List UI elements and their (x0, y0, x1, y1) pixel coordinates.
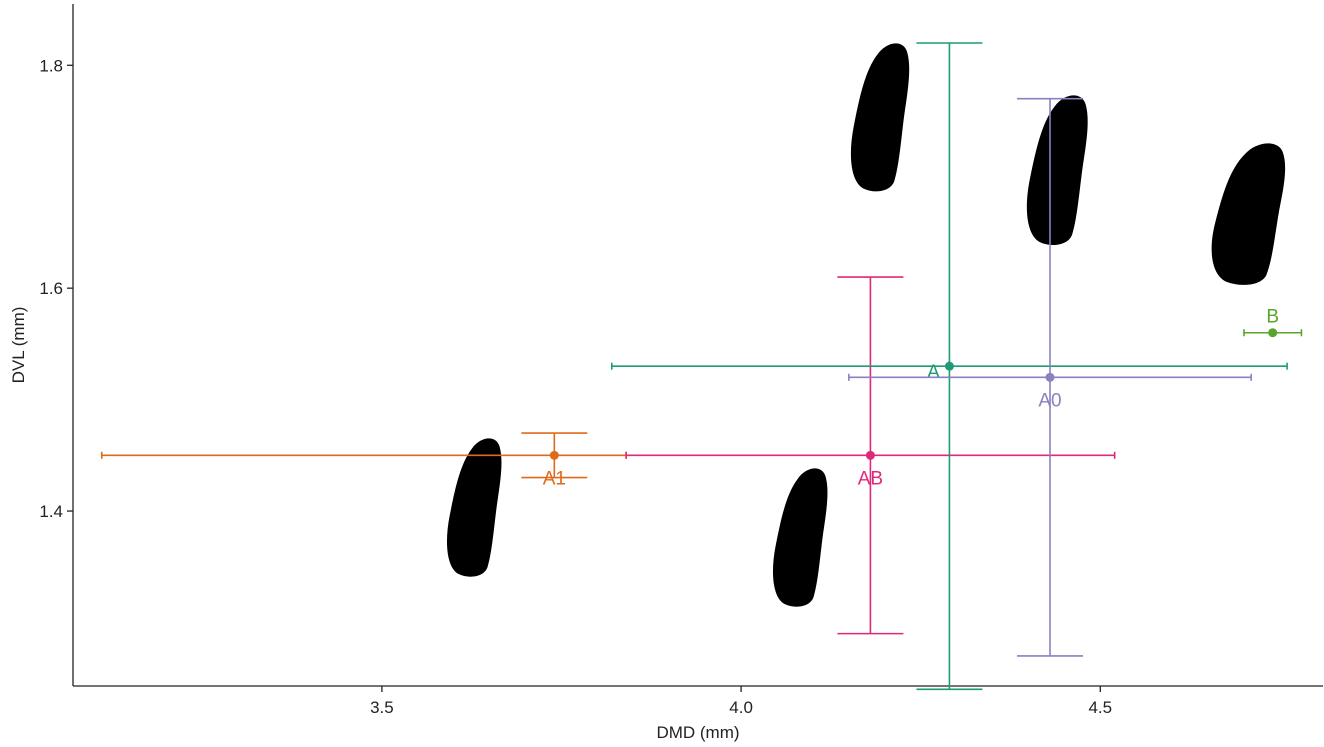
x-tick-label: 3.5 (370, 698, 394, 717)
series-a1: A1 (100, 432, 627, 489)
x-axis-ticks: 3.5 4.0 4.5 (370, 686, 1112, 717)
series-a: A (610, 42, 1288, 691)
data-point (1268, 328, 1278, 338)
point-label: A1 (543, 468, 566, 489)
data-point (1045, 372, 1055, 382)
data-point (865, 450, 875, 460)
x-tick-label: 4.0 (729, 698, 753, 717)
series-b: B (1243, 307, 1303, 338)
tooth-outline-icon (1026, 95, 1088, 245)
data-point (549, 450, 559, 460)
y-tick-label: 1.6 (39, 279, 63, 298)
data-point (944, 361, 954, 371)
data-series: A1 AB A A0 B (100, 42, 1303, 691)
tooth-outline-icon (850, 43, 910, 192)
tooth-outline-icon (772, 468, 828, 607)
point-label: A0 (1038, 390, 1061, 411)
x-tick-label: 4.5 (1088, 698, 1112, 717)
point-label: B (1266, 307, 1279, 328)
tooth-outline-icon (1211, 143, 1286, 285)
y-tick-label: 1.8 (39, 56, 63, 75)
series-a0: A0 (848, 97, 1252, 657)
tooth-outline-icon (446, 438, 502, 577)
series-ab: AB (625, 276, 1116, 635)
point-label: A (927, 362, 940, 383)
x-axis-title: DMD (mm) (656, 723, 739, 742)
y-axis-ticks: 1.4 1.6 1.8 (39, 56, 73, 521)
y-tick-label: 1.4 (39, 502, 63, 521)
point-label: AB (858, 468, 883, 489)
y-axis-title: DVL (mm) (9, 307, 28, 384)
